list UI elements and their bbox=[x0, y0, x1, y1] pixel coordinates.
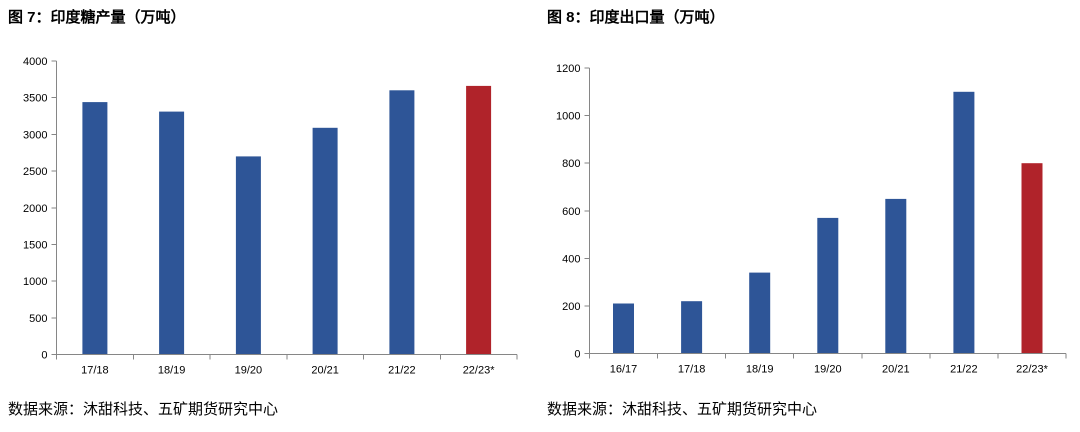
bar-17-18 bbox=[681, 301, 703, 354]
y-tick-label: 2500 bbox=[23, 166, 47, 178]
y-tick-label: 3500 bbox=[23, 93, 47, 105]
x-tick-label: 20/21 bbox=[882, 364, 910, 376]
y-tick-label: 1500 bbox=[23, 239, 47, 251]
x-tick-label: 22/23* bbox=[1016, 364, 1049, 376]
x-tick-label: 17/18 bbox=[81, 365, 109, 377]
x-tick-label: 20/21 bbox=[311, 365, 339, 377]
x-tick-label: 21/22 bbox=[388, 365, 416, 377]
y-tick-label: 600 bbox=[562, 206, 580, 218]
y-tick-label: 800 bbox=[562, 158, 580, 170]
bar-20-21 bbox=[312, 127, 338, 355]
bar-19-20 bbox=[235, 156, 261, 355]
y-tick-label: 0 bbox=[41, 350, 47, 362]
x-tick-label: 19/20 bbox=[814, 364, 842, 376]
y-tick-label: 1000 bbox=[556, 111, 580, 123]
chart-title: 图 8：印度出口量（万吨） bbox=[547, 9, 725, 26]
bar-16-17 bbox=[613, 303, 634, 354]
chart-title: 图 7：印度糖产量（万吨） bbox=[8, 9, 186, 26]
bar-22-23 bbox=[466, 85, 492, 355]
bar-18-19 bbox=[749, 272, 771, 354]
bar-22-23 bbox=[1021, 163, 1043, 354]
x-tick-label: 21/22 bbox=[950, 364, 978, 376]
y-tick-label: 0 bbox=[574, 349, 580, 361]
chart-7-plot: 0 500 1000 1500 2000 2500 3000 3500 4000 17/18 18/… bbox=[23, 56, 518, 377]
x-tick-label: 22/23* bbox=[463, 365, 496, 377]
y-tick-label: 4000 bbox=[23, 56, 47, 68]
y-tick-label: 200 bbox=[562, 301, 580, 313]
y-tick-label: 2000 bbox=[23, 203, 47, 215]
chart-panel-left: 0 500 1000 1500 2000 2500 3000 3500 4000 17/18 18/… bbox=[8, 9, 518, 418]
chart-source: 数据来源：沐甜科技、五矿期货研究中心 bbox=[547, 401, 818, 418]
bar-17-18 bbox=[82, 102, 108, 355]
bar-19-20 bbox=[817, 217, 839, 354]
x-tick-label: 18/19 bbox=[158, 365, 186, 377]
chart-source: 数据来源：沐甜科技、五矿期货研究中心 bbox=[8, 401, 279, 418]
y-tick-label: 3000 bbox=[23, 129, 47, 141]
x-tick-label: 17/18 bbox=[678, 364, 706, 376]
chart-8-plot: 0 200 400 600 800 1000 1200 16/17 17/18 18/19 19/2… bbox=[556, 63, 1067, 376]
chart-panel-right: 0 200 400 600 800 1000 1200 16/17 17/18 18/19 19/2… bbox=[540, 0, 1080, 432]
y-tick-label: 1200 bbox=[556, 63, 580, 75]
bar-21-22 bbox=[953, 91, 975, 354]
x-tick-label: 19/20 bbox=[235, 365, 263, 377]
y-tick-label: 500 bbox=[29, 313, 47, 325]
y-tick-label: 400 bbox=[562, 253, 580, 265]
bar-20-21 bbox=[885, 198, 907, 354]
bar-18-19 bbox=[159, 111, 185, 355]
y-tick-label: 1000 bbox=[23, 276, 47, 288]
bar-21-22 bbox=[389, 90, 415, 355]
x-tick-label: 16/17 bbox=[610, 364, 638, 376]
x-tick-label: 18/19 bbox=[746, 364, 774, 376]
